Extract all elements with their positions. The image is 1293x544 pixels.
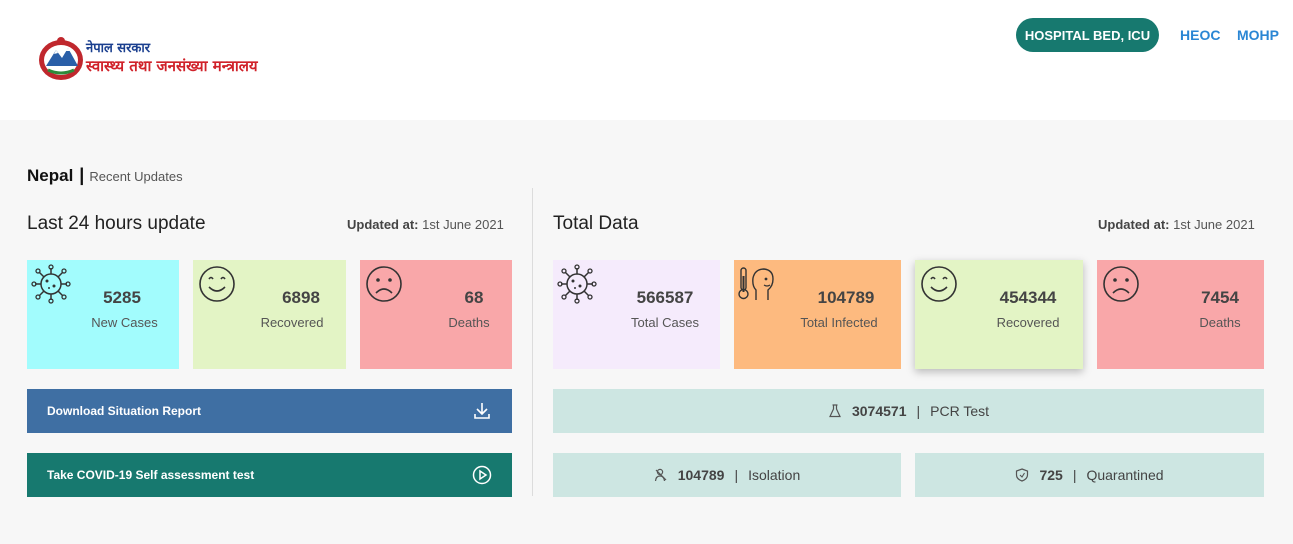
card-deaths-24h: 68 Deaths [360,260,512,369]
self-assessment-button[interactable]: Take COVID-19 Self assessment test [27,453,512,497]
card-recovered-24h: 6898 Recovered [193,260,346,369]
pcr-separator: | [916,403,921,419]
total-infected-label: Total Infected [800,315,878,330]
total-title: Total Data [553,213,639,234]
last24-updated: Updated at: 1st June 2021 [347,217,504,232]
deaths-24h-value: 68 [464,288,484,307]
sad-icon [1103,266,1139,302]
pcr-test-value: 3074571 [851,403,907,419]
total-cases-label: Total Cases [631,315,699,330]
total-recovered-label: Recovered [996,315,1060,330]
logo-text-government: नेपाल सरकार [86,41,151,56]
smile-icon [199,266,235,302]
download-report-label: Download Situation Report [47,404,201,418]
quarantined-bar: 725 | Quarantined [915,453,1264,497]
isolation-bar: 104789 | Isolation [553,453,901,497]
country-title: Nepal [27,166,74,185]
deaths-24h-label: Deaths [448,315,490,330]
section-divider [532,188,533,496]
download-report-button[interactable]: Download Situation Report [27,389,512,433]
pcr-test-bar: 3074571 | PCR Test [553,389,1264,433]
isolation-separator: | [734,467,739,483]
updated-value: 1st June 2021 [1173,217,1255,232]
updated-label: Updated at: [347,217,419,232]
updated-label: Updated at: [1098,217,1170,232]
person-isolation-icon [654,468,667,482]
self-assessment-label: Take COVID-19 Self assessment test [47,468,255,482]
fever-icon [738,267,774,300]
breadcrumb-subtitle: Recent Updates [89,169,183,184]
isolation-value: 104789 [677,467,725,483]
card-total-cases: 566587 Total Cases [553,260,720,369]
virus-icon [31,264,71,304]
quarantined-value: 725 [1039,467,1063,483]
card-total-deaths: 7454 Deaths [1097,260,1264,369]
quarantined-separator: | [1072,467,1077,483]
sad-icon [366,266,402,302]
recovered-24h-label: Recovered [260,315,324,330]
card-total-recovered: 454344 Recovered [915,260,1083,369]
recovered-24h-value: 6898 [282,288,320,307]
total-deaths-value: 7454 [1201,288,1239,307]
breadcrumb-separator: | [79,165,85,185]
nepal-emblem-icon [39,37,83,80]
quarantined-label: Quarantined [1086,467,1164,483]
header: नेपाल सरकार स्वास्थ्य तथा जनसंख्या मन्त्… [0,0,1293,120]
pcr-test-label: PCR Test [930,403,990,419]
ministry-logo[interactable]: नेपाल सरकार स्वास्थ्य तथा जनसंख्या मन्त्… [36,32,286,84]
updated-value: 1st June 2021 [422,217,504,232]
card-new-cases: 5285 New Cases [27,260,179,369]
flask-icon [829,404,841,418]
download-icon [474,403,490,419]
total-infected-value: 104789 [817,288,875,307]
total-updated: Updated at: 1st June 2021 [1098,217,1255,232]
breadcrumb: Nepal | Recent Updates [27,165,183,186]
total-cases-value: 566587 [636,288,694,307]
new-cases-label: New Cases [91,315,158,330]
total-recovered-value: 454344 [999,288,1057,307]
nav-link-heoc[interactable]: HEOC [1180,27,1221,43]
smile-icon [921,266,957,302]
play-circle-icon [472,465,492,485]
total-deaths-label: Deaths [1199,315,1241,330]
card-total-infected: 104789 Total Infected [734,260,901,369]
last24-title: Last 24 hours update [27,213,206,234]
isolation-label: Isolation [748,467,801,483]
shield-icon [1016,468,1029,482]
virus-icon [557,264,597,304]
new-cases-value: 5285 [103,288,141,307]
logo-text-ministry: स्वास्थ्य तथा जनसंख्या मन्त्रालय [86,57,258,75]
hospital-bed-icu-button[interactable]: HOSPITAL BED, ICU [1016,18,1159,52]
nav-link-mohp[interactable]: MOHP [1237,27,1279,43]
